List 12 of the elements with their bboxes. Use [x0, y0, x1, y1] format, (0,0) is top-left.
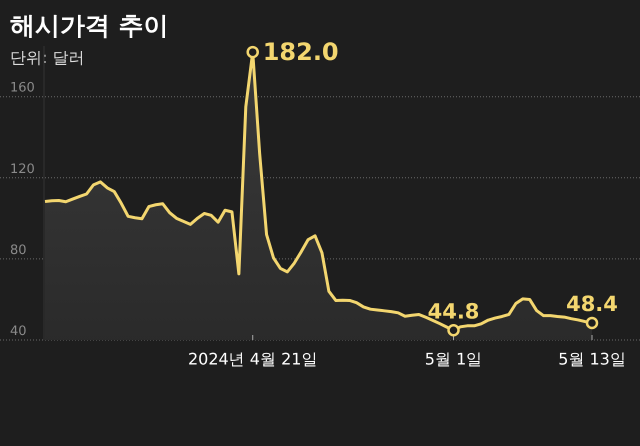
- annotation: 44.8: [428, 299, 480, 324]
- y-tick-label: 120: [10, 162, 35, 177]
- annotation: 182.0: [262, 38, 339, 66]
- x-tick-label: 2024년 4월 21일: [188, 349, 318, 368]
- x-tick-label: 5월 1일: [424, 349, 482, 368]
- annotation: 48.4: [566, 292, 618, 316]
- y-tick-label: 160: [10, 80, 35, 96]
- chart-subtitle: 단위: 달러: [10, 48, 84, 67]
- y-tick-label: 80: [10, 242, 27, 258]
- chart-title: 해시가격 추이: [10, 11, 169, 40]
- x-tick-label: 5월 13일: [558, 349, 626, 368]
- y-tick-label: 40: [10, 324, 27, 339]
